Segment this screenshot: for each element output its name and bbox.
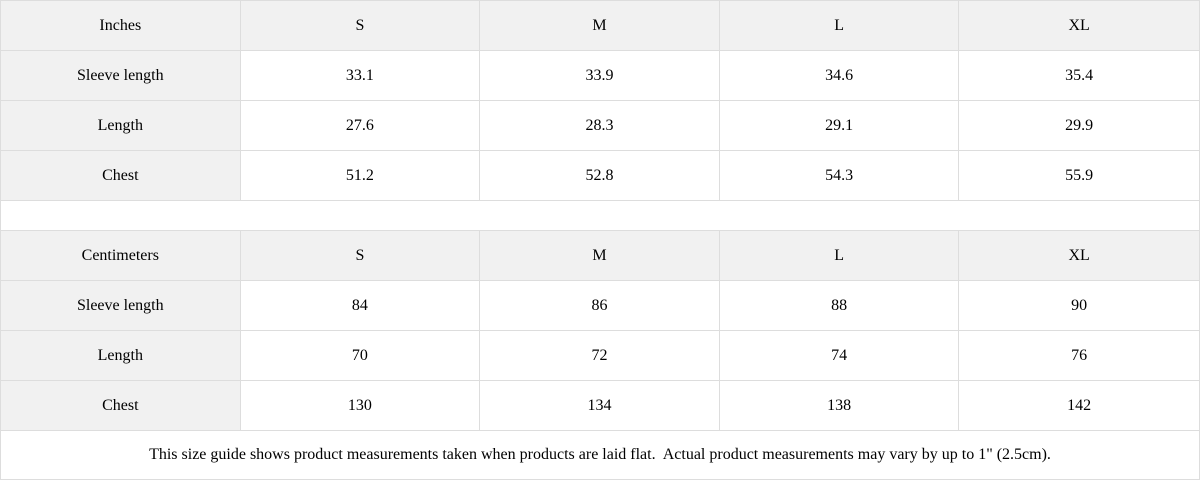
value-cell: 33.1 — [240, 51, 481, 100]
table-row: Sleeve length 84 86 88 90 — [1, 281, 1199, 331]
table-row: Chest 51.2 52.8 54.3 55.9 — [1, 151, 1199, 201]
size-header-cell-m: M — [480, 231, 720, 280]
size-header-cell-xl: XL — [959, 231, 1199, 280]
value-cell: 84 — [240, 281, 481, 330]
table-row: Length 27.6 28.3 29.1 29.9 — [1, 101, 1199, 151]
unit-header-cell: Centimeters — [1, 231, 241, 280]
value-cell: 134 — [480, 381, 720, 430]
value-cell: 74 — [719, 331, 960, 380]
size-header-cell-l: L — [719, 231, 960, 280]
value-cell: 35.4 — [959, 51, 1199, 100]
value-cell: 90 — [959, 281, 1199, 330]
value-cell: 86 — [480, 281, 720, 330]
value-cell: 70 — [240, 331, 481, 380]
row-label-cell: Sleeve length — [1, 281, 241, 330]
row-label-cell: Length — [1, 101, 241, 150]
size-guide-note: This size guide shows product measuremen… — [1, 431, 1199, 479]
value-cell: 33.9 — [480, 51, 720, 100]
value-cell: 76 — [959, 331, 1199, 380]
value-cell: 27.6 — [240, 101, 481, 150]
table-row: Sleeve length 33.1 33.9 34.6 35.4 — [1, 51, 1199, 101]
table-row: Chest 130 134 138 142 — [1, 381, 1199, 431]
value-cell: 34.6 — [719, 51, 960, 100]
unit-header-cell: Inches — [1, 1, 241, 50]
row-label-cell: Chest — [1, 381, 241, 430]
row-label-cell: Length — [1, 331, 241, 380]
value-cell: 72 — [480, 331, 720, 380]
value-cell: 54.3 — [719, 151, 960, 200]
value-cell: 88 — [719, 281, 960, 330]
row-label-cell: Chest — [1, 151, 241, 200]
value-cell: 51.2 — [240, 151, 481, 200]
size-header-cell-s: S — [240, 231, 481, 280]
size-header-cell-xl: XL — [959, 1, 1199, 50]
table-row: Length 70 72 74 76 — [1, 331, 1199, 381]
size-header-cell-m: M — [480, 1, 720, 50]
value-cell: 55.9 — [959, 151, 1199, 200]
centimeters-header-row: Centimeters S M L XL — [1, 231, 1199, 281]
value-cell: 52.8 — [480, 151, 720, 200]
value-cell: 142 — [959, 381, 1199, 430]
table-spacer — [1, 201, 1199, 231]
value-cell: 29.9 — [959, 101, 1199, 150]
value-cell: 28.3 — [480, 101, 720, 150]
value-cell: 29.1 — [719, 101, 960, 150]
value-cell: 138 — [719, 381, 960, 430]
value-cell: 130 — [240, 381, 481, 430]
inches-header-row: Inches S M L XL — [1, 1, 1199, 51]
size-header-cell-l: L — [719, 1, 960, 50]
size-header-cell-s: S — [240, 1, 481, 50]
row-label-cell: Sleeve length — [1, 51, 241, 100]
